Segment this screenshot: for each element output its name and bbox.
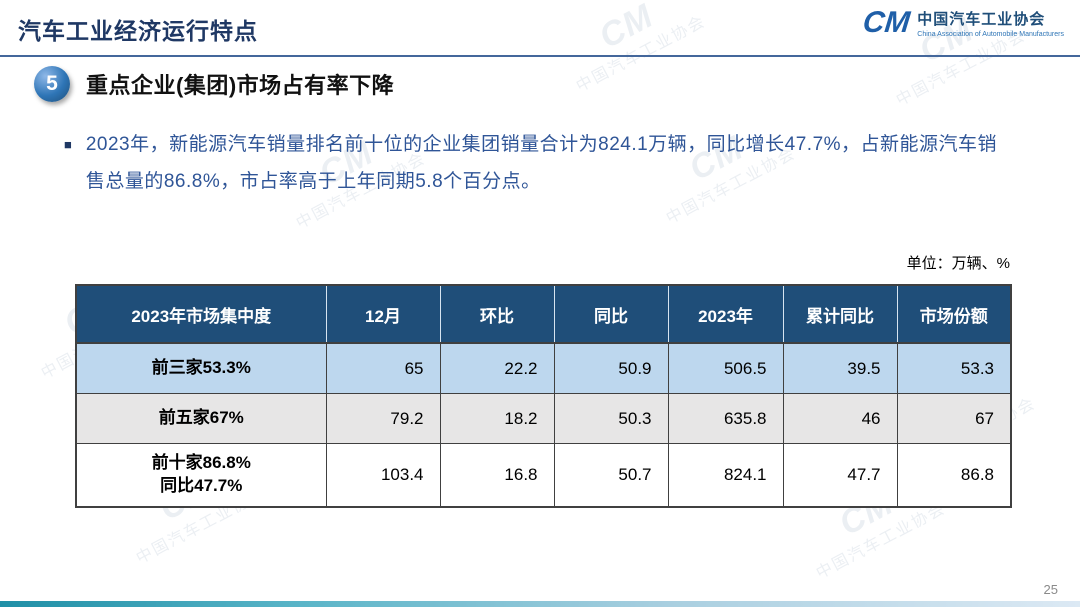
org-subtitle: China Association of Automobile Manufact…	[917, 31, 1064, 38]
table-cell: 635.8	[667, 393, 784, 444]
unit-label: 单位：万辆、%	[906, 255, 1010, 272]
column-header: 2023年市场集中度	[76, 285, 326, 344]
bullet-square-icon: ■	[64, 137, 72, 152]
table-cell: 506.5	[667, 342, 784, 394]
cam-logo-icon: CM	[860, 6, 912, 39]
bullet-paragraph: ■ 2023年，新能源汽车销量排名前十位的企业集团销量合计为824.1万辆，同比…	[64, 126, 1012, 200]
column-header: 环比	[439, 285, 554, 344]
table-cell: 16.8	[439, 443, 555, 508]
watermark-cam-icon: CM	[593, 0, 660, 57]
section-heading: 5 重点企业(集团)市场占有率下降	[34, 66, 394, 102]
bottom-gradient-bar	[0, 601, 1080, 607]
bullet-text: 2023年，新能源汽车销量排名前十位的企业集团销量合计为824.1万辆，同比增长…	[85, 134, 998, 193]
table-cell: 50.3	[553, 393, 669, 444]
row-label: 前三家53.3%	[75, 342, 327, 394]
table-cell: 79.2	[325, 393, 441, 444]
section-number-badge: 5	[34, 66, 70, 102]
table-cell: 50.7	[553, 443, 669, 508]
column-header: 2023年	[667, 285, 783, 344]
org-name: 中国汽车工业协会	[917, 11, 1046, 28]
table-cell: 53.3	[896, 342, 1012, 394]
table-header-row: 2023年市场集中度 12月 环比 同比 2023年 累计同比 市场份额	[76, 285, 1011, 344]
table-cell: 86.8	[896, 443, 1012, 508]
page-number: 25	[1043, 582, 1058, 597]
column-header: 同比	[553, 285, 668, 344]
table-cell: 47.7	[782, 443, 898, 508]
watermark-text: 中国汽车工业协会	[573, 12, 709, 96]
watermark: CM 中国汽车工业协会	[555, 0, 709, 96]
org-logo-text: 中国汽车工业协会 China Association of Automobile…	[917, 8, 1064, 38]
table-cell: 22.2	[439, 342, 555, 394]
row-label: 前十家86.8% 同比47.7%	[75, 443, 327, 508]
table-row: 前五家67% 79.2 18.2 50.3 635.8 46 67	[75, 393, 1012, 444]
column-header: 累计同比	[782, 285, 897, 344]
section-title: 重点企业(集团)市场占有率下降	[86, 73, 395, 98]
table-cell: 67	[896, 393, 1012, 444]
table-cell: 46	[782, 393, 898, 444]
table-cell: 103.4	[325, 443, 441, 508]
column-header: 市场份额	[896, 285, 1011, 344]
table-cell: 50.9	[553, 342, 669, 394]
page-title: 汽车工业经济运行特点	[18, 18, 258, 44]
header-divider	[0, 55, 1080, 57]
table-cell: 39.5	[782, 342, 898, 394]
table-row: 前三家53.3% 65 22.2 50.9 506.5 39.5 53.3	[75, 342, 1012, 394]
column-header: 12月	[325, 285, 440, 344]
concentration-table: 2023年市场集中度 12月 环比 同比 2023年 累计同比 市场份额 前三家…	[75, 284, 1012, 508]
table-row: 前十家86.8% 同比47.7% 103.4 16.8 50.7 824.1 4…	[75, 443, 1012, 508]
table-cell: 65	[325, 342, 441, 394]
table-cell: 18.2	[439, 393, 555, 444]
row-label: 前五家67%	[75, 393, 327, 444]
table-cell: 824.1	[667, 443, 784, 508]
org-logo: CM 中国汽车工业协会 China Association of Automob…	[860, 6, 1064, 39]
